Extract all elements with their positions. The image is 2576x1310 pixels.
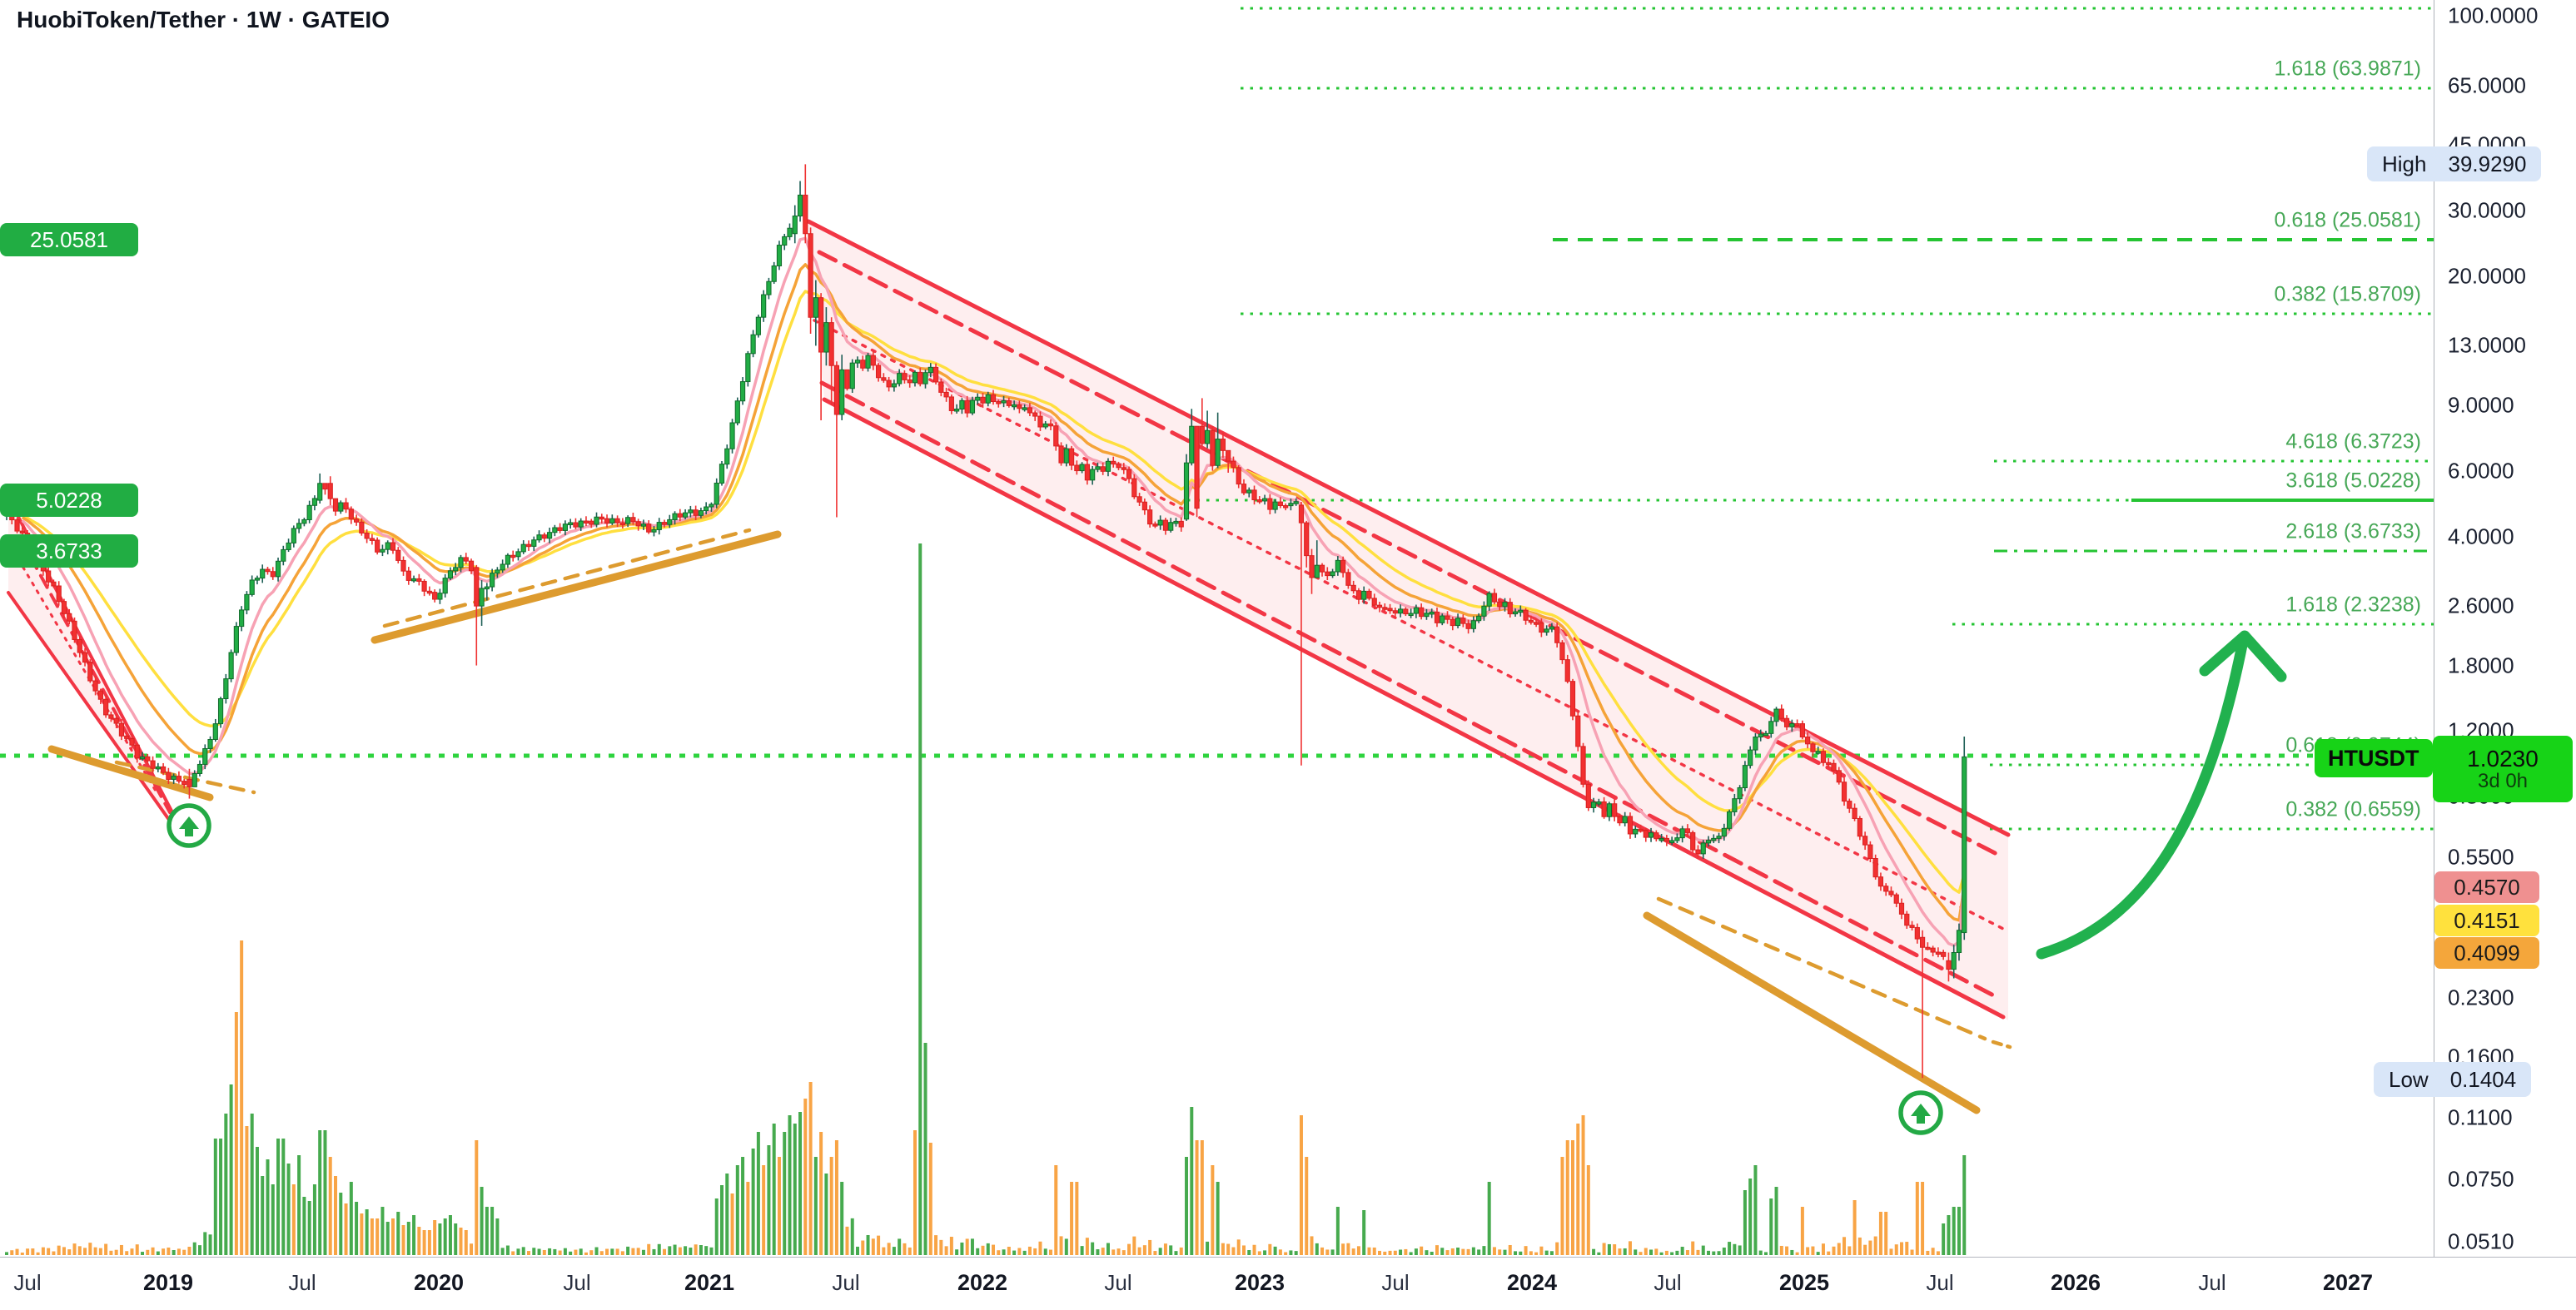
last-price-badge[interactable]: 1.0230 3d 0h xyxy=(2433,736,2573,802)
trend-channel-fill xyxy=(808,221,2008,1020)
projection-arrow-icon[interactable] xyxy=(2036,630,2287,960)
symbol-title[interactable]: HuobiToken/Tether · 1W · GATEIO xyxy=(17,7,390,32)
high-label: High xyxy=(2382,151,2427,176)
candles xyxy=(3,164,1967,1079)
time-axis[interactable] xyxy=(0,1257,2576,1310)
trendline[interactable] xyxy=(382,528,752,628)
trendline[interactable] xyxy=(114,760,256,795)
high-value: 39.9290 xyxy=(2448,151,2527,176)
channel-line[interactable] xyxy=(813,319,2008,932)
channel-line[interactable] xyxy=(806,219,2011,837)
channel-line[interactable] xyxy=(819,380,2002,1001)
high-price-badge: High 39.9290 xyxy=(2367,146,2542,181)
low-label: Low xyxy=(2389,1066,2429,1092)
buy-signal-marker[interactable] xyxy=(167,803,211,848)
channel-line[interactable] xyxy=(17,558,158,794)
trendline[interactable] xyxy=(1643,911,1981,1114)
bar-countdown: 3d 0h xyxy=(2477,770,2529,793)
trendline[interactable] xyxy=(370,530,782,644)
low-value: 0.1404 xyxy=(2449,1066,2517,1092)
trendline[interactable] xyxy=(1656,896,1987,1041)
trendline[interactable] xyxy=(47,745,214,801)
volume-pane xyxy=(5,543,1967,1255)
channel-line[interactable] xyxy=(822,397,2006,1020)
channel-line[interactable] xyxy=(7,591,175,827)
channel-line[interactable] xyxy=(18,536,172,814)
ma-line-slow[interactable] xyxy=(22,290,1966,894)
buy-signal-marker[interactable] xyxy=(1898,1090,1943,1135)
channel-line[interactable] xyxy=(817,250,2006,860)
low-price-badge: Low 0.1404 xyxy=(2374,1062,2532,1097)
price-axis[interactable] xyxy=(2434,0,2576,1310)
symbol-price-label[interactable]: HTUSDT xyxy=(2315,739,2433,777)
trendline[interactable] xyxy=(1991,1040,2012,1049)
last-price-value: 1.0230 xyxy=(2467,745,2539,772)
